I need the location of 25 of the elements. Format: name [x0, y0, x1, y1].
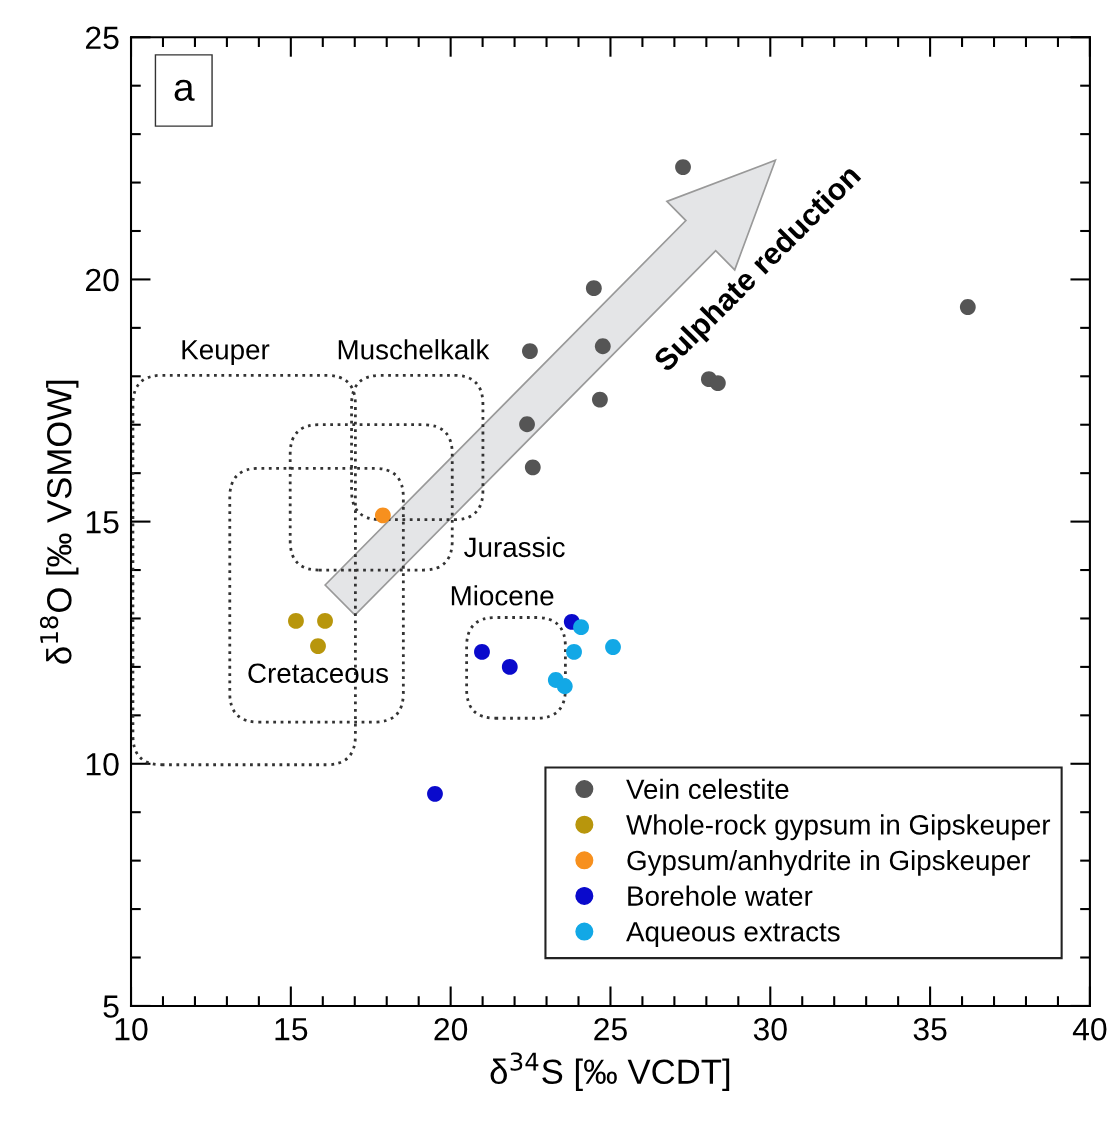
- annotation: Jurassic: [464, 536, 565, 558]
- legend-label: Borehole water: [628, 885, 813, 906]
- annotation: a: [174, 79, 195, 101]
- y-axis-title: δ$^{18}$O [‰ VSMOW]: [39, 380, 79, 664]
- legend-label: Aqueous extracts: [626, 922, 840, 948]
- x-tick-label: 25: [594, 1017, 627, 1041]
- y-tick-label: 20: [85, 268, 119, 292]
- y-tick-label: 10: [86, 753, 119, 776]
- x-axis-title: δ$^{34}$S [‰ VCDT]: [490, 1052, 730, 1091]
- annotation: Cretaceous: [248, 663, 389, 684]
- x-tick-label: 40: [1072, 1017, 1107, 1041]
- y-tick-label: 25: [85, 26, 119, 50]
- annotation: Keuper: [182, 340, 270, 366]
- x-tick-label: 10: [115, 1017, 148, 1041]
- y-tick-label: 15: [86, 511, 119, 534]
- x-tick-label: 30: [753, 1017, 787, 1041]
- annotation: Miocene: [451, 585, 554, 606]
- x-tick-label: 35: [913, 1017, 947, 1041]
- legend-label: Gypsum/anhydrite in Gipskeuper: [627, 849, 1031, 876]
- y-tick-label: 5: [103, 995, 119, 1018]
- x-tick-label: 20: [434, 1017, 468, 1041]
- legend-label: Whole-rock gypsum in Gipskeuper: [626, 814, 1051, 841]
- annotation: Muschelkalk: [338, 339, 490, 360]
- legend-label: Vein celestite: [626, 778, 789, 800]
- x-tick-label: 15: [275, 1018, 308, 1041]
